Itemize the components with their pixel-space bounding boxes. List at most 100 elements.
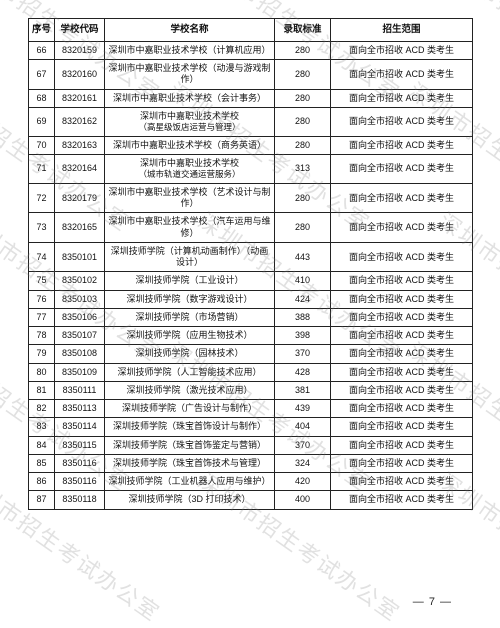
cell-code: 8350103 bbox=[55, 290, 105, 308]
cell-code: 8320165 bbox=[55, 213, 105, 243]
cell-name: 深圳技师学院（人工智能技术应用） bbox=[105, 363, 275, 381]
cell-seq: 86 bbox=[29, 473, 55, 491]
table-row: 688320161深圳市中嘉职业技术学校（会计事务）280面向全市招收 ACD … bbox=[29, 89, 473, 107]
cell-seq: 71 bbox=[29, 155, 55, 184]
cell-name: 深圳技师学院（广告设计与制作） bbox=[105, 400, 275, 418]
table-row: 668320159深圳市中嘉职业技术学校（计算机应用）280面向全市招收 ACD… bbox=[29, 41, 473, 59]
cell-code: 8350116 bbox=[55, 473, 105, 491]
cell-name: 深圳技师学院（园林技术） bbox=[105, 345, 275, 363]
cell-code: 8320161 bbox=[55, 89, 105, 107]
table-row: 768350103深圳技师学院（数字游戏设计）424面向全市招收 ACD 类考生 bbox=[29, 290, 473, 308]
cell-seq: 68 bbox=[29, 89, 55, 107]
table-row: 868350116深圳技师学院（工业机器人应用与维护）420面向全市招收 ACD… bbox=[29, 473, 473, 491]
col-name: 学校名称 bbox=[105, 19, 275, 42]
cell-score: 370 bbox=[275, 436, 331, 454]
cell-code: 8350114 bbox=[55, 418, 105, 436]
cell-seq: 82 bbox=[29, 400, 55, 418]
cell-seq: 66 bbox=[29, 41, 55, 59]
cell-score: 280 bbox=[275, 89, 331, 107]
table-row: 698320162深圳市中嘉职业技术学校（高星级饭店运营与管理）280面向全市招… bbox=[29, 107, 473, 136]
cell-score: 313 bbox=[275, 155, 331, 184]
cell-name: 深圳技师学院（数字游戏设计） bbox=[105, 290, 275, 308]
cell-seq: 77 bbox=[29, 308, 55, 326]
cell-scope: 面向全市招收 ACD 类考生 bbox=[331, 60, 473, 90]
cell-score: 388 bbox=[275, 308, 331, 326]
cell-seq: 83 bbox=[29, 418, 55, 436]
cell-scope: 面向全市招收 ACD 类考生 bbox=[331, 213, 473, 243]
cell-code: 8320179 bbox=[55, 183, 105, 213]
cell-scope: 面向全市招收 ACD 类考生 bbox=[331, 107, 473, 136]
cell-name: 深圳市中嘉职业技术学校（艺术设计与制作） bbox=[105, 183, 275, 213]
cell-score: 381 bbox=[275, 381, 331, 399]
cell-scope: 面向全市招收 ACD 类考生 bbox=[331, 363, 473, 381]
cell-scope: 面向全市招收 ACD 类考生 bbox=[331, 327, 473, 345]
cell-seq: 84 bbox=[29, 436, 55, 454]
cell-seq: 70 bbox=[29, 136, 55, 154]
cell-scope: 面向全市招收 ACD 类考生 bbox=[331, 242, 473, 272]
cell-name: 深圳技师学院（珠宝首饰鉴定与营销） bbox=[105, 436, 275, 454]
table-row: 848350115深圳技师学院（珠宝首饰鉴定与营销）370面向全市招收 ACD … bbox=[29, 436, 473, 454]
cell-scope: 面向全市招收 ACD 类考生 bbox=[331, 491, 473, 509]
admissions-table: 序号 学校代码 学校名称 录取标准 招生范围 668320159深圳市中嘉职业技… bbox=[28, 18, 473, 510]
page-number: — 7 — bbox=[413, 596, 452, 608]
cell-name: 深圳技师学院（3D 打印技术） bbox=[105, 491, 275, 509]
cell-score: 324 bbox=[275, 454, 331, 472]
cell-name: 深圳技师学院（工业机器人应用与维护） bbox=[105, 473, 275, 491]
col-code: 学校代码 bbox=[55, 19, 105, 42]
table-row: 738320165深圳市中嘉职业技术学校（汽车运用与维修）280面向全市招收 A… bbox=[29, 213, 473, 243]
table-row: 748350101深圳技师学院（计算机动画制作）（动画设计）443面向全市招收 … bbox=[29, 242, 473, 272]
cell-name: 深圳技师学院（激光技术应用） bbox=[105, 381, 275, 399]
cell-score: 370 bbox=[275, 345, 331, 363]
cell-code: 8320160 bbox=[55, 60, 105, 90]
cell-name: 深圳市中嘉职业技术学校（动漫与游戏制作） bbox=[105, 60, 275, 90]
cell-seq: 79 bbox=[29, 345, 55, 363]
cell-scope: 面向全市招收 ACD 类考生 bbox=[331, 308, 473, 326]
cell-score: 443 bbox=[275, 242, 331, 272]
cell-score: 424 bbox=[275, 290, 331, 308]
cell-name: 深圳市中嘉职业技术学校（会计事务） bbox=[105, 89, 275, 107]
table-row: 808350109深圳技师学院（人工智能技术应用）428面向全市招收 ACD 类… bbox=[29, 363, 473, 381]
table-row: 728320179深圳市中嘉职业技术学校（艺术设计与制作）280面向全市招收 A… bbox=[29, 183, 473, 213]
cell-scope: 面向全市招收 ACD 类考生 bbox=[331, 155, 473, 184]
table-row: 718320164深圳市中嘉职业技术学校（城市轨道交通运营服务）313面向全市招… bbox=[29, 155, 473, 184]
cell-name: 深圳市中嘉职业技术学校（高星级饭店运营与管理） bbox=[105, 107, 275, 136]
cell-seq: 72 bbox=[29, 183, 55, 213]
cell-scope: 面向全市招收 ACD 类考生 bbox=[331, 89, 473, 107]
cell-score: 404 bbox=[275, 418, 331, 436]
cell-name: 深圳技师学院（珠宝首饰技术与管理） bbox=[105, 454, 275, 472]
cell-scope: 面向全市招收 ACD 类考生 bbox=[331, 381, 473, 399]
cell-name: 深圳市中嘉职业技术学校（计算机应用） bbox=[105, 41, 275, 59]
cell-scope: 面向全市招收 ACD 类考生 bbox=[331, 345, 473, 363]
cell-code: 8350102 bbox=[55, 272, 105, 290]
table-row: 798350108深圳技师学院（园林技术）370面向全市招收 ACD 类考生 bbox=[29, 345, 473, 363]
cell-code: 8320159 bbox=[55, 41, 105, 59]
cell-seq: 67 bbox=[29, 60, 55, 90]
cell-name: 深圳市中嘉职业技术学校（商务英语） bbox=[105, 136, 275, 154]
table-row: 778350106深圳技师学院（市场营销）388面向全市招收 ACD 类考生 bbox=[29, 308, 473, 326]
cell-seq: 85 bbox=[29, 454, 55, 472]
cell-code: 8320162 bbox=[55, 107, 105, 136]
cell-score: 410 bbox=[275, 272, 331, 290]
cell-seq: 78 bbox=[29, 327, 55, 345]
cell-scope: 面向全市招收 ACD 类考生 bbox=[331, 454, 473, 472]
cell-scope: 面向全市招收 ACD 类考生 bbox=[331, 290, 473, 308]
table-row: 828350113深圳技师学院（广告设计与制作）439面向全市招收 ACD 类考… bbox=[29, 400, 473, 418]
cell-score: 280 bbox=[275, 41, 331, 59]
cell-code: 8350107 bbox=[55, 327, 105, 345]
cell-code: 8320164 bbox=[55, 155, 105, 184]
cell-seq: 76 bbox=[29, 290, 55, 308]
cell-name: 深圳市中嘉职业技术学校（城市轨道交通运营服务） bbox=[105, 155, 275, 184]
cell-score: 280 bbox=[275, 213, 331, 243]
table-row: 788350107深圳技师学院（应用生物技术）398面向全市招收 ACD 类考生 bbox=[29, 327, 473, 345]
cell-score: 280 bbox=[275, 183, 331, 213]
cell-name: 深圳技师学院（计算机动画制作）（动画设计） bbox=[105, 242, 275, 272]
table-row: 878350118深圳技师学院（3D 打印技术）400面向全市招收 ACD 类考… bbox=[29, 491, 473, 509]
cell-code: 8350118 bbox=[55, 491, 105, 509]
table-row: 708320163深圳市中嘉职业技术学校（商务英语）280面向全市招收 ACD … bbox=[29, 136, 473, 154]
cell-scope: 面向全市招收 ACD 类考生 bbox=[331, 418, 473, 436]
cell-seq: 80 bbox=[29, 363, 55, 381]
cell-code: 8350109 bbox=[55, 363, 105, 381]
cell-scope: 面向全市招收 ACD 类考生 bbox=[331, 473, 473, 491]
col-seq: 序号 bbox=[29, 19, 55, 42]
cell-scope: 面向全市招收 ACD 类考生 bbox=[331, 400, 473, 418]
